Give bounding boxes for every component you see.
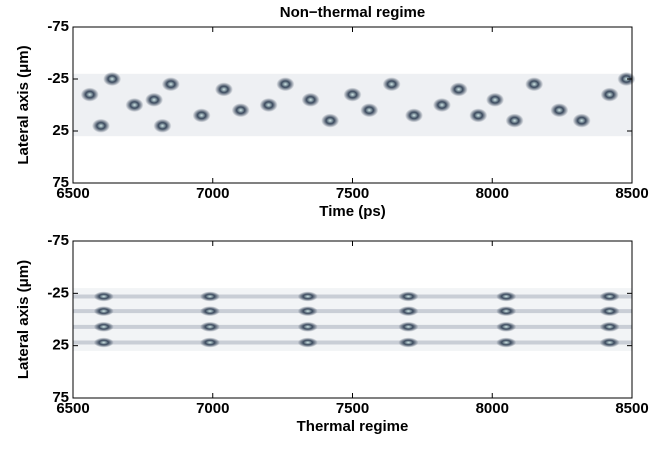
spot [93, 337, 114, 348]
spot [525, 77, 544, 92]
spot [382, 77, 401, 92]
spot [572, 113, 591, 128]
spot [505, 113, 524, 128]
y-tick-label: 25 [52, 122, 69, 139]
spot [600, 87, 619, 102]
x-tick-label: 6500 [56, 400, 89, 417]
spot [91, 118, 110, 133]
y-tick-label: 75 [52, 389, 69, 406]
spot [599, 337, 620, 348]
spot [214, 82, 233, 97]
spot [93, 321, 114, 332]
y-tick-label: -75 [47, 18, 69, 35]
spot [231, 103, 250, 118]
spot [496, 337, 517, 348]
spot [432, 98, 451, 112]
y-axis-label: Lateral axis (μm) [15, 260, 32, 379]
spot [276, 77, 295, 92]
spot [398, 306, 419, 317]
spot [617, 72, 636, 86]
spot [496, 291, 517, 302]
spot [321, 113, 340, 128]
spot [199, 321, 220, 332]
x-tick-label: 6500 [56, 185, 89, 202]
spot [297, 337, 318, 348]
spot [599, 306, 620, 317]
spot [145, 92, 164, 107]
spot [469, 108, 488, 123]
x-tick-label: 7000 [196, 400, 229, 417]
spot [93, 306, 114, 317]
spot [161, 77, 180, 92]
x-tick-label: 7500 [336, 185, 369, 202]
x-tick-label: 8500 [615, 400, 648, 417]
y-tick-label: -25 [47, 284, 69, 301]
y-tick-label: -25 [47, 70, 69, 87]
spot [398, 337, 419, 348]
spot [199, 291, 220, 302]
spot [486, 92, 505, 107]
x-tick-label: 7000 [196, 185, 229, 202]
spot [297, 291, 318, 302]
spot [153, 118, 172, 133]
y-axis-label: Lateral axis (μm) [15, 45, 32, 164]
chart-title: Non−thermal regime [280, 4, 425, 21]
y-tick-label: 25 [52, 337, 69, 354]
spot [404, 108, 423, 123]
x-tick-label: 8000 [476, 185, 509, 202]
spot [599, 321, 620, 332]
x-tick-label: 8500 [615, 185, 648, 202]
spot [80, 87, 99, 102]
y-tick-label: -75 [47, 232, 69, 249]
spot [93, 291, 114, 302]
spot [192, 108, 211, 123]
spot [297, 306, 318, 317]
spot [343, 87, 362, 102]
spot [125, 98, 144, 112]
x-axis-label: Time (ps) [319, 203, 385, 220]
spot [496, 306, 517, 317]
spot [398, 291, 419, 302]
spot [297, 321, 318, 332]
spot [199, 306, 220, 317]
spot [449, 82, 468, 97]
x-tick-label: 8000 [476, 400, 509, 417]
spot [103, 72, 122, 86]
spot [301, 92, 320, 107]
spot [360, 103, 379, 118]
background-band [73, 288, 632, 351]
spot [259, 98, 278, 112]
x-tick-label: 7500 [336, 400, 369, 417]
spot [599, 291, 620, 302]
spot [550, 103, 569, 118]
spot [398, 321, 419, 332]
y-tick-label: 75 [52, 174, 69, 191]
spot [199, 337, 220, 348]
x-axis-label: Thermal regime [297, 418, 409, 435]
spot [496, 321, 517, 332]
